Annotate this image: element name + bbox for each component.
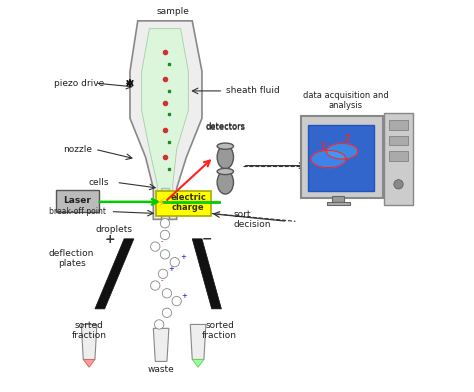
Polygon shape — [83, 359, 95, 367]
Circle shape — [170, 258, 179, 267]
Text: 2: 2 — [344, 134, 349, 143]
FancyBboxPatch shape — [56, 190, 99, 212]
Circle shape — [151, 242, 160, 251]
Polygon shape — [95, 239, 134, 309]
Text: ⚡: ⚡ — [157, 197, 165, 210]
Text: +: + — [168, 266, 174, 272]
Text: detectors: detectors — [205, 122, 246, 131]
Text: piezo drive: piezo drive — [54, 79, 104, 88]
FancyBboxPatch shape — [308, 125, 374, 191]
Bar — [389, 136, 408, 145]
Polygon shape — [130, 21, 202, 220]
Circle shape — [162, 289, 172, 298]
Text: sort
decision: sort decision — [233, 210, 271, 229]
Ellipse shape — [217, 171, 234, 194]
Polygon shape — [190, 325, 206, 359]
Circle shape — [155, 320, 164, 329]
Bar — [389, 151, 408, 161]
Circle shape — [151, 281, 160, 290]
Text: +: + — [182, 293, 188, 299]
Text: waste: waste — [148, 365, 174, 374]
Ellipse shape — [217, 169, 234, 174]
Text: Laser: Laser — [64, 196, 91, 205]
Polygon shape — [332, 196, 344, 202]
Ellipse shape — [217, 145, 234, 169]
Polygon shape — [326, 143, 358, 159]
Text: droplets: droplets — [96, 225, 133, 234]
Text: +: + — [180, 254, 186, 260]
Text: -: - — [160, 238, 163, 245]
Polygon shape — [192, 239, 221, 309]
Circle shape — [158, 269, 168, 278]
Polygon shape — [192, 359, 204, 367]
Text: 1: 1 — [320, 142, 325, 151]
Text: sorted
fraction: sorted fraction — [72, 321, 107, 340]
Circle shape — [172, 296, 182, 306]
Circle shape — [160, 219, 170, 228]
Polygon shape — [161, 188, 169, 220]
Text: detectors: detectors — [205, 123, 246, 132]
Text: deflection
plates: deflection plates — [49, 249, 94, 268]
Polygon shape — [142, 29, 188, 216]
Circle shape — [162, 308, 172, 318]
Text: break-off point: break-off point — [49, 207, 106, 216]
Text: sample: sample — [156, 7, 189, 16]
FancyBboxPatch shape — [384, 113, 413, 205]
Polygon shape — [327, 202, 350, 205]
FancyBboxPatch shape — [301, 116, 383, 198]
Polygon shape — [153, 328, 169, 361]
Circle shape — [160, 230, 170, 240]
Polygon shape — [311, 151, 346, 168]
Text: +: + — [105, 233, 115, 246]
Text: −: − — [202, 233, 212, 246]
Text: electric
charge: electric charge — [171, 192, 206, 212]
Circle shape — [160, 250, 170, 259]
Ellipse shape — [217, 143, 234, 149]
Text: nozzle: nozzle — [63, 145, 92, 154]
Circle shape — [394, 180, 403, 189]
Text: -: - — [160, 278, 163, 283]
Text: sheath fluid: sheath fluid — [226, 86, 280, 95]
Polygon shape — [82, 325, 97, 359]
Text: data acquisition and
analysis: data acquisition and analysis — [303, 91, 389, 110]
Bar — [389, 120, 408, 130]
FancyBboxPatch shape — [156, 191, 211, 216]
Text: cells: cells — [89, 178, 109, 187]
Text: sorted
fraction: sorted fraction — [202, 321, 237, 340]
